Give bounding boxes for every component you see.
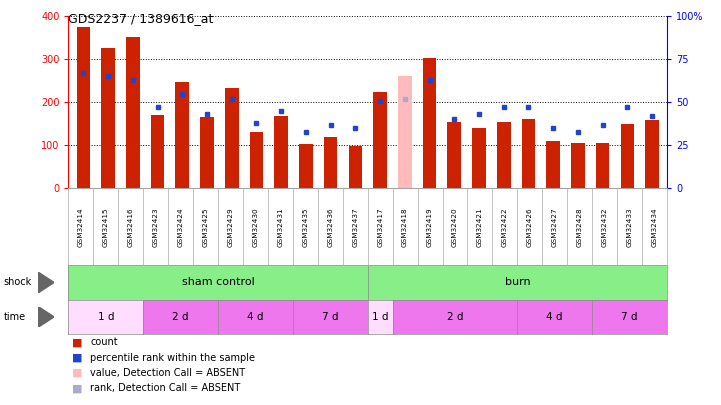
- Text: GSM32416: GSM32416: [128, 207, 134, 247]
- Text: 2 d: 2 d: [447, 312, 463, 322]
- Text: GSM32428: GSM32428: [577, 207, 583, 247]
- Bar: [448, 122, 461, 188]
- Text: GSM32414: GSM32414: [78, 207, 84, 247]
- Text: sham control: sham control: [182, 277, 255, 288]
- Bar: [423, 58, 436, 188]
- Text: GSM32433: GSM32433: [627, 207, 632, 247]
- Bar: [101, 48, 115, 188]
- Text: GSM32431: GSM32431: [278, 207, 283, 247]
- Text: 4 d: 4 d: [247, 312, 264, 322]
- Text: rank, Detection Call = ABSENT: rank, Detection Call = ABSENT: [90, 384, 240, 393]
- Bar: [547, 141, 560, 188]
- Text: time: time: [4, 312, 26, 322]
- Text: ■: ■: [72, 353, 83, 362]
- Polygon shape: [38, 272, 54, 293]
- Polygon shape: [38, 307, 54, 327]
- Text: ■: ■: [72, 368, 83, 378]
- Bar: [596, 143, 609, 188]
- Bar: [249, 132, 263, 188]
- Text: GSM32432: GSM32432: [601, 207, 608, 247]
- Text: GSM32434: GSM32434: [652, 207, 658, 247]
- Text: 4 d: 4 d: [547, 312, 563, 322]
- Text: GSM32423: GSM32423: [153, 207, 159, 247]
- Bar: [645, 120, 659, 188]
- Bar: [324, 137, 337, 188]
- Text: GSM32419: GSM32419: [427, 207, 433, 247]
- Bar: [76, 27, 90, 188]
- Bar: [571, 143, 585, 188]
- Text: ■: ■: [72, 337, 83, 347]
- Text: value, Detection Call = ABSENT: value, Detection Call = ABSENT: [90, 368, 245, 378]
- Text: 7 d: 7 d: [322, 312, 339, 322]
- Text: GDS2237 / 1389616_at: GDS2237 / 1389616_at: [68, 12, 214, 25]
- Text: 1 d: 1 d: [97, 312, 114, 322]
- Text: GSM32418: GSM32418: [402, 207, 408, 247]
- Text: percentile rank within the sample: percentile rank within the sample: [90, 353, 255, 362]
- Text: GSM32422: GSM32422: [502, 207, 508, 247]
- Text: GSM32420: GSM32420: [452, 207, 458, 247]
- Bar: [472, 128, 486, 188]
- Bar: [175, 81, 189, 188]
- Text: GSM32424: GSM32424: [177, 207, 184, 247]
- Text: count: count: [90, 337, 118, 347]
- Text: GSM32429: GSM32429: [228, 207, 234, 247]
- Text: GSM32430: GSM32430: [252, 207, 259, 247]
- Bar: [151, 115, 164, 188]
- Text: GSM32427: GSM32427: [552, 207, 558, 247]
- Bar: [299, 144, 313, 188]
- Text: GSM32435: GSM32435: [302, 207, 309, 247]
- Text: GSM32421: GSM32421: [477, 207, 483, 247]
- Text: GSM32436: GSM32436: [327, 207, 333, 247]
- Text: GSM32425: GSM32425: [203, 207, 208, 247]
- Bar: [348, 146, 362, 188]
- Bar: [522, 119, 535, 188]
- Text: 1 d: 1 d: [372, 312, 389, 322]
- Bar: [275, 116, 288, 188]
- Bar: [225, 89, 239, 188]
- Bar: [200, 117, 213, 188]
- Text: 7 d: 7 d: [622, 312, 638, 322]
- Bar: [373, 92, 387, 188]
- Text: shock: shock: [4, 277, 32, 288]
- Text: GSM32417: GSM32417: [377, 207, 383, 247]
- Bar: [621, 124, 634, 188]
- Text: GSM32437: GSM32437: [353, 207, 358, 247]
- Bar: [497, 122, 510, 188]
- Bar: [126, 37, 140, 188]
- Text: GSM32426: GSM32426: [527, 207, 533, 247]
- Text: ■: ■: [72, 384, 83, 393]
- Text: burn: burn: [505, 277, 530, 288]
- Bar: [398, 77, 412, 188]
- Text: GSM32415: GSM32415: [103, 207, 109, 247]
- Text: 2 d: 2 d: [172, 312, 189, 322]
